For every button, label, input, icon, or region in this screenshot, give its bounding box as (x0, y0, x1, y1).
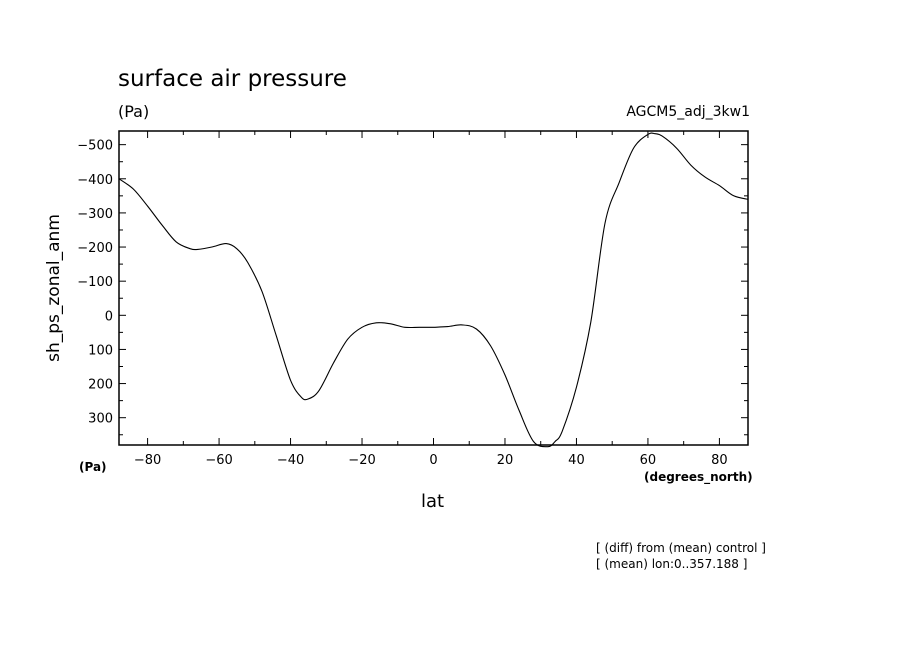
x-tick-label: −20 (348, 453, 375, 468)
tick-labels: −80 −60 −40 −20 0 20 40 60 80−500−400−300−200−10… (77, 139, 727, 468)
x-tick-label: 40 (568, 453, 585, 468)
y-axis-label: sh_ps_zonal_anm (44, 214, 64, 362)
plot-frame (118, 130, 749, 446)
y-tick-label: 200 (88, 378, 113, 393)
annotation-diff: [ (diff) from (mean) control ] (596, 541, 766, 555)
units-label: (Pa) (118, 102, 150, 121)
x-axis-label: lat (421, 491, 445, 512)
y-tick-label: 100 (88, 343, 113, 358)
series-line (118, 132, 749, 448)
y-tick-label: −400 (77, 173, 113, 188)
y-tick-label: 300 (88, 412, 113, 427)
x-tick-label: 20 (497, 453, 514, 468)
run-label: AGCM5_adj_3kw1 (626, 104, 750, 120)
y-tick-label: −200 (77, 241, 113, 256)
plot-axes (118, 130, 749, 446)
x-tick-label: 80 (711, 453, 728, 468)
x-tick-label: 0 (429, 453, 437, 468)
y-tick-label: 0 (105, 309, 113, 324)
y-tick-label: −300 (77, 207, 113, 222)
annotation-mean: [ (mean) lon:0..357.188 ] (596, 557, 748, 571)
y-units-label: (Pa) (79, 460, 107, 474)
y-tick-label: −500 (77, 139, 113, 154)
y-tick-label: −100 (77, 275, 113, 290)
x-tick-label: −60 (205, 453, 232, 468)
tick-marks (119, 131, 748, 445)
x-tick-label: −80 (134, 453, 161, 468)
series-lines (118, 132, 749, 448)
x-units-label: (degrees_north) (644, 470, 753, 484)
x-tick-label: −40 (277, 453, 304, 468)
x-tick-label: 60 (640, 453, 657, 468)
chart-title: surface air pressure (118, 66, 347, 92)
